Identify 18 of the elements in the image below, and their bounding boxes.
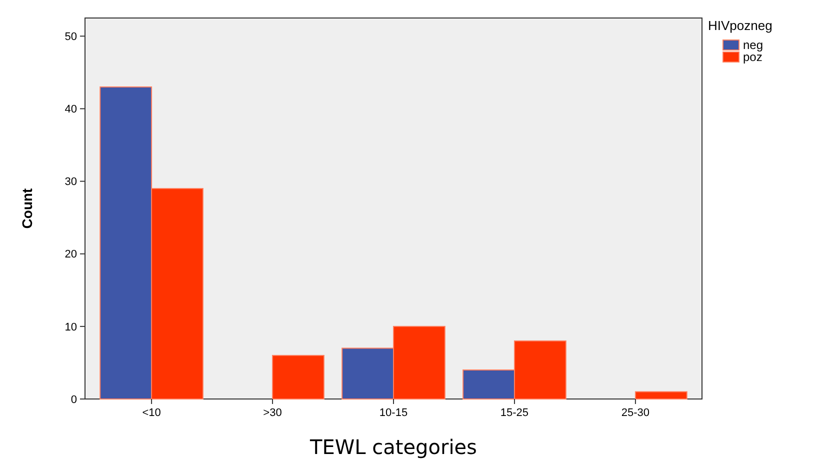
x-tick-label: <10	[142, 407, 161, 419]
x-axis-title: TEWL categories	[309, 435, 477, 459]
legend-label: neg	[743, 38, 764, 52]
y-axis-title: Count	[19, 188, 35, 229]
x-tick-label: 25-30	[621, 407, 650, 419]
legend-title: HIVpozneg	[708, 18, 772, 33]
x-tick-label: >30	[263, 407, 282, 419]
x-tick-label: 10-15	[379, 407, 408, 419]
y-tick-label: 40	[64, 104, 77, 116]
y-tick-label: 10	[64, 321, 77, 334]
bar	[634, 391, 688, 400]
y-tick-label: 50	[64, 30, 77, 43]
y-tick-label: 20	[64, 248, 77, 261]
y-tick-label: 30	[64, 176, 77, 188]
bar	[272, 354, 324, 400]
x-tick-label: 15-25	[500, 407, 529, 419]
y-tick-label: 0	[70, 394, 77, 406]
legend-label: poz	[743, 50, 762, 64]
